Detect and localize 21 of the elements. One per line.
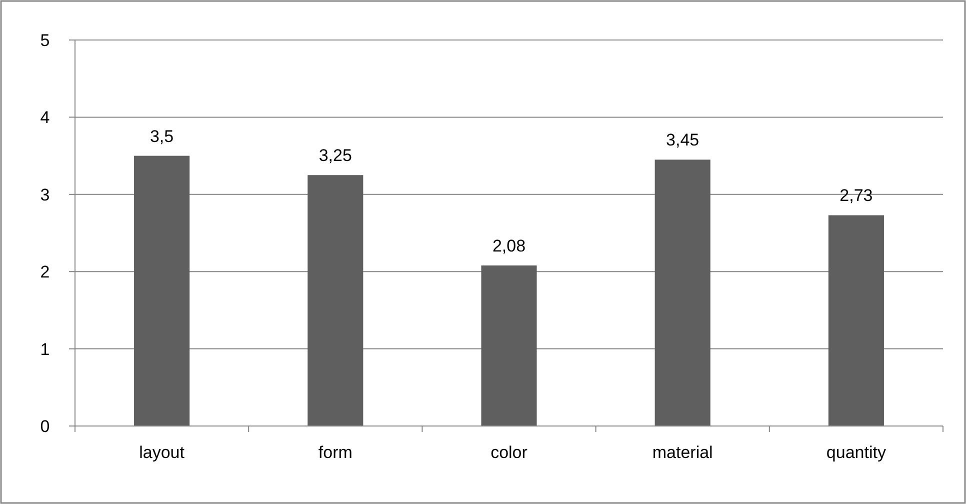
x-tick-label: quantity (826, 443, 886, 462)
y-tick-label: 3 (40, 185, 50, 204)
x-tick-label: form (318, 443, 352, 462)
data-label: 3,45 (666, 130, 700, 150)
bar (828, 215, 884, 426)
bar (308, 175, 364, 426)
x-tick-label: material (652, 443, 713, 462)
y-tick-label: 5 (40, 30, 50, 50)
bar (134, 156, 190, 426)
y-tick-label: 4 (40, 108, 50, 128)
y-tick-label: 2 (40, 262, 50, 282)
y-tick-label: 0 (40, 416, 50, 436)
x-tick-label: color (490, 443, 528, 462)
data-label: 3,5 (150, 126, 174, 146)
x-tick-label: layout (139, 443, 185, 462)
y-tick-label: 1 (40, 340, 50, 359)
bar (481, 265, 537, 426)
data-label: 3,25 (318, 146, 352, 166)
bar (654, 160, 710, 426)
data-label: 2,73 (840, 186, 873, 206)
data-label: 2,08 (492, 236, 526, 256)
